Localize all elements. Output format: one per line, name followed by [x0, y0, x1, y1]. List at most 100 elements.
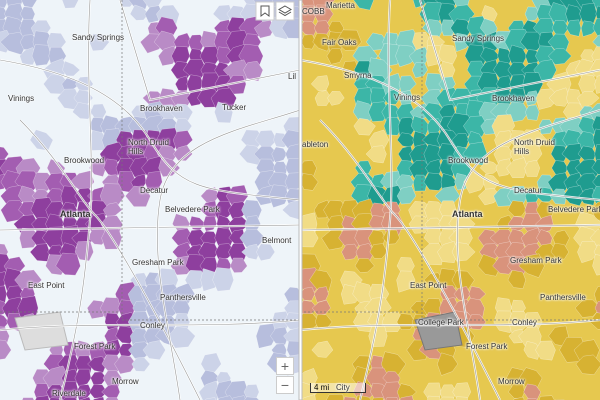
- region: [131, 357, 151, 372]
- region: [115, 325, 135, 344]
- road: [119, 0, 300, 101]
- place-label: Brookwood: [64, 156, 105, 165]
- region: [158, 45, 179, 67]
- region: [62, 397, 78, 400]
- region: [478, 188, 501, 206]
- road: [419, 0, 600, 101]
- place-label: East Point: [410, 281, 447, 290]
- region: [480, 118, 497, 135]
- region: [61, 0, 79, 9]
- place-label: Forest Park: [466, 342, 508, 351]
- region: [414, 311, 463, 351]
- region: [595, 5, 600, 22]
- region: [574, 299, 600, 318]
- region: [575, 354, 600, 375]
- place-label: Brookwood: [448, 156, 489, 165]
- place-label: Smyrna: [344, 71, 372, 80]
- region: [592, 174, 600, 190]
- region: [538, 395, 555, 400]
- region: [525, 104, 540, 121]
- region: [255, 323, 277, 349]
- county-line: [300, 0, 600, 321]
- region: [314, 314, 333, 330]
- region: [437, 352, 459, 376]
- region: [335, 29, 362, 51]
- region: [144, 170, 163, 192]
- region: [589, 58, 600, 80]
- region: [128, 0, 149, 10]
- region: [14, 311, 69, 351]
- region: [243, 60, 264, 82]
- road: [0, 319, 300, 331]
- region: [62, 60, 81, 77]
- region: [312, 299, 331, 316]
- region: [427, 395, 441, 400]
- region: [439, 159, 455, 177]
- region: [594, 301, 600, 316]
- region: [270, 326, 289, 346]
- road: [300, 59, 600, 201]
- layers-button[interactable]: [275, 1, 295, 21]
- region: [354, 258, 375, 273]
- place-label: Panthersville: [540, 293, 586, 302]
- region: [244, 396, 260, 400]
- region: [550, 145, 568, 162]
- region: [326, 394, 345, 400]
- bookmark-button[interactable]: [255, 1, 275, 21]
- road: [456, 109, 600, 400]
- scale-bar: 4 mi: [310, 383, 366, 393]
- region: [229, 257, 248, 273]
- region: [566, 19, 582, 37]
- region: [535, 340, 556, 361]
- place-label: Morrow: [498, 377, 525, 386]
- zoom-out[interactable]: −: [276, 376, 294, 394]
- region: [594, 75, 600, 94]
- swipe-divider[interactable]: [298, 0, 303, 400]
- place-label: Belvedere Park: [165, 205, 220, 214]
- region: [395, 44, 419, 68]
- place-label: Brookhaven: [492, 94, 535, 103]
- road: [59, 0, 92, 400]
- road: [156, 109, 300, 400]
- region: [589, 229, 600, 247]
- region: [578, 187, 597, 206]
- region: [455, 396, 469, 400]
- region: [520, 31, 545, 51]
- region: [396, 270, 416, 293]
- region: [439, 396, 455, 400]
- county-line: [0, 0, 300, 321]
- region: [535, 214, 554, 233]
- region: [301, 394, 316, 400]
- road: [300, 319, 600, 331]
- region: [523, 341, 542, 360]
- region: [343, 396, 357, 400]
- region: [173, 145, 193, 161]
- region: [224, 380, 249, 400]
- region: [79, 396, 91, 400]
- region: [454, 173, 469, 191]
- region: [524, 6, 541, 22]
- region: [381, 381, 404, 400]
- region: [479, 160, 501, 175]
- region: [591, 201, 600, 221]
- region: [423, 172, 447, 191]
- road: [0, 224, 300, 231]
- region: [217, 395, 233, 400]
- place-label: ableton: [302, 140, 329, 149]
- region: [35, 395, 50, 400]
- region: [231, 395, 247, 400]
- region: [463, 171, 486, 194]
- region: [594, 286, 600, 304]
- place-label: Vinings: [8, 94, 35, 103]
- region: [353, 118, 376, 136]
- region: [0, 285, 7, 303]
- place-label: COBB: [302, 7, 325, 16]
- region: [408, 160, 431, 179]
- region: [214, 101, 234, 124]
- region: [577, 90, 600, 108]
- zoom-in[interactable]: +: [276, 357, 294, 375]
- region: [423, 382, 442, 400]
